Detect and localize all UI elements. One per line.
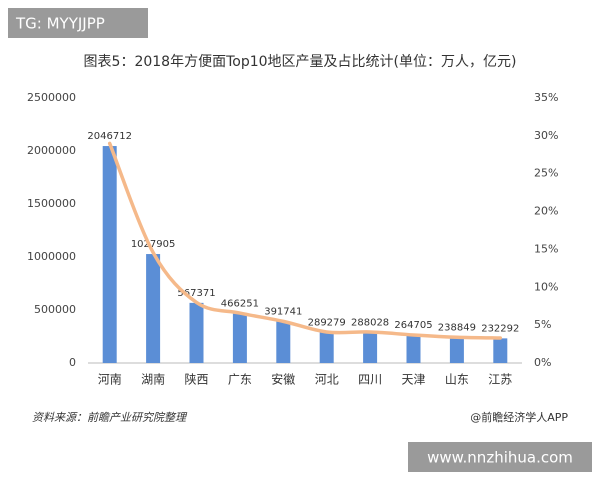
bar [232, 313, 247, 363]
y2-tick-label: 10% [534, 280, 558, 293]
value-label: 264705 [394, 320, 432, 331]
bar [406, 334, 421, 363]
bar [146, 254, 161, 363]
bar [363, 332, 378, 363]
bar [493, 338, 508, 363]
watermark-box [408, 442, 592, 472]
chart-title: 图表5：2018年方便面Top10地区产量及占比统计(单位：万人，亿元) [84, 54, 517, 70]
y-tick-label: 2500000 [27, 91, 76, 104]
y2-tick-label: 35% [534, 91, 558, 104]
x-tick-label: 四川 [358, 373, 382, 387]
y2-tick-label: 30% [534, 129, 558, 142]
y2-tick-label: 0% [534, 356, 551, 369]
y-tick-label: 1000000 [27, 250, 76, 263]
x-tick-label: 江苏 [488, 373, 512, 387]
value-label: 2046712 [87, 131, 132, 142]
value-label: 232292 [481, 323, 519, 334]
line [107, 141, 503, 340]
x-tick-label: 河北 [315, 373, 339, 387]
value-label: 288028 [351, 317, 389, 328]
y2-tick-label: 25% [534, 167, 558, 180]
watermark-bottom: www.nnzhihua.com [427, 449, 573, 467]
value-label: 567371 [177, 288, 215, 299]
value-label: 1027905 [131, 239, 176, 250]
source: 资料来源：前瞻产业研究院整理 [32, 411, 188, 424]
x-tick-label: 河南 [98, 372, 122, 387]
watermark-box [8, 8, 148, 38]
value-label: 466251 [221, 299, 259, 310]
y-tick-label: 2000000 [27, 144, 76, 157]
x-tick-label: 天津 [401, 373, 425, 387]
y2-tick-label: 20% [534, 205, 558, 218]
y-tick-label: 0 [69, 356, 76, 369]
bar [319, 332, 334, 363]
x-tick-label: 湖南 [141, 372, 165, 387]
brand: @前瞻经济学人APP [470, 410, 568, 424]
value-label: 289279 [308, 317, 346, 328]
y2-tick-label: 5% [534, 318, 551, 331]
x-tick-label: 安徽 [271, 372, 295, 387]
x-tick-label: 山东 [445, 373, 469, 387]
bar [449, 337, 464, 363]
x-tick-label: 广东 [228, 373, 252, 387]
y-tick-label: 500000 [34, 303, 76, 316]
value-label: 391741 [264, 306, 302, 317]
bar [189, 302, 204, 363]
x-tick-label: 陕西 [184, 372, 208, 387]
y2-tick-label: 15% [534, 242, 558, 255]
y-tick-label: 1500000 [27, 197, 76, 210]
bar [102, 146, 117, 363]
value-label: 238849 [438, 323, 476, 334]
bar [276, 321, 291, 363]
watermark-top: TG: MYYJJPP [15, 15, 105, 33]
